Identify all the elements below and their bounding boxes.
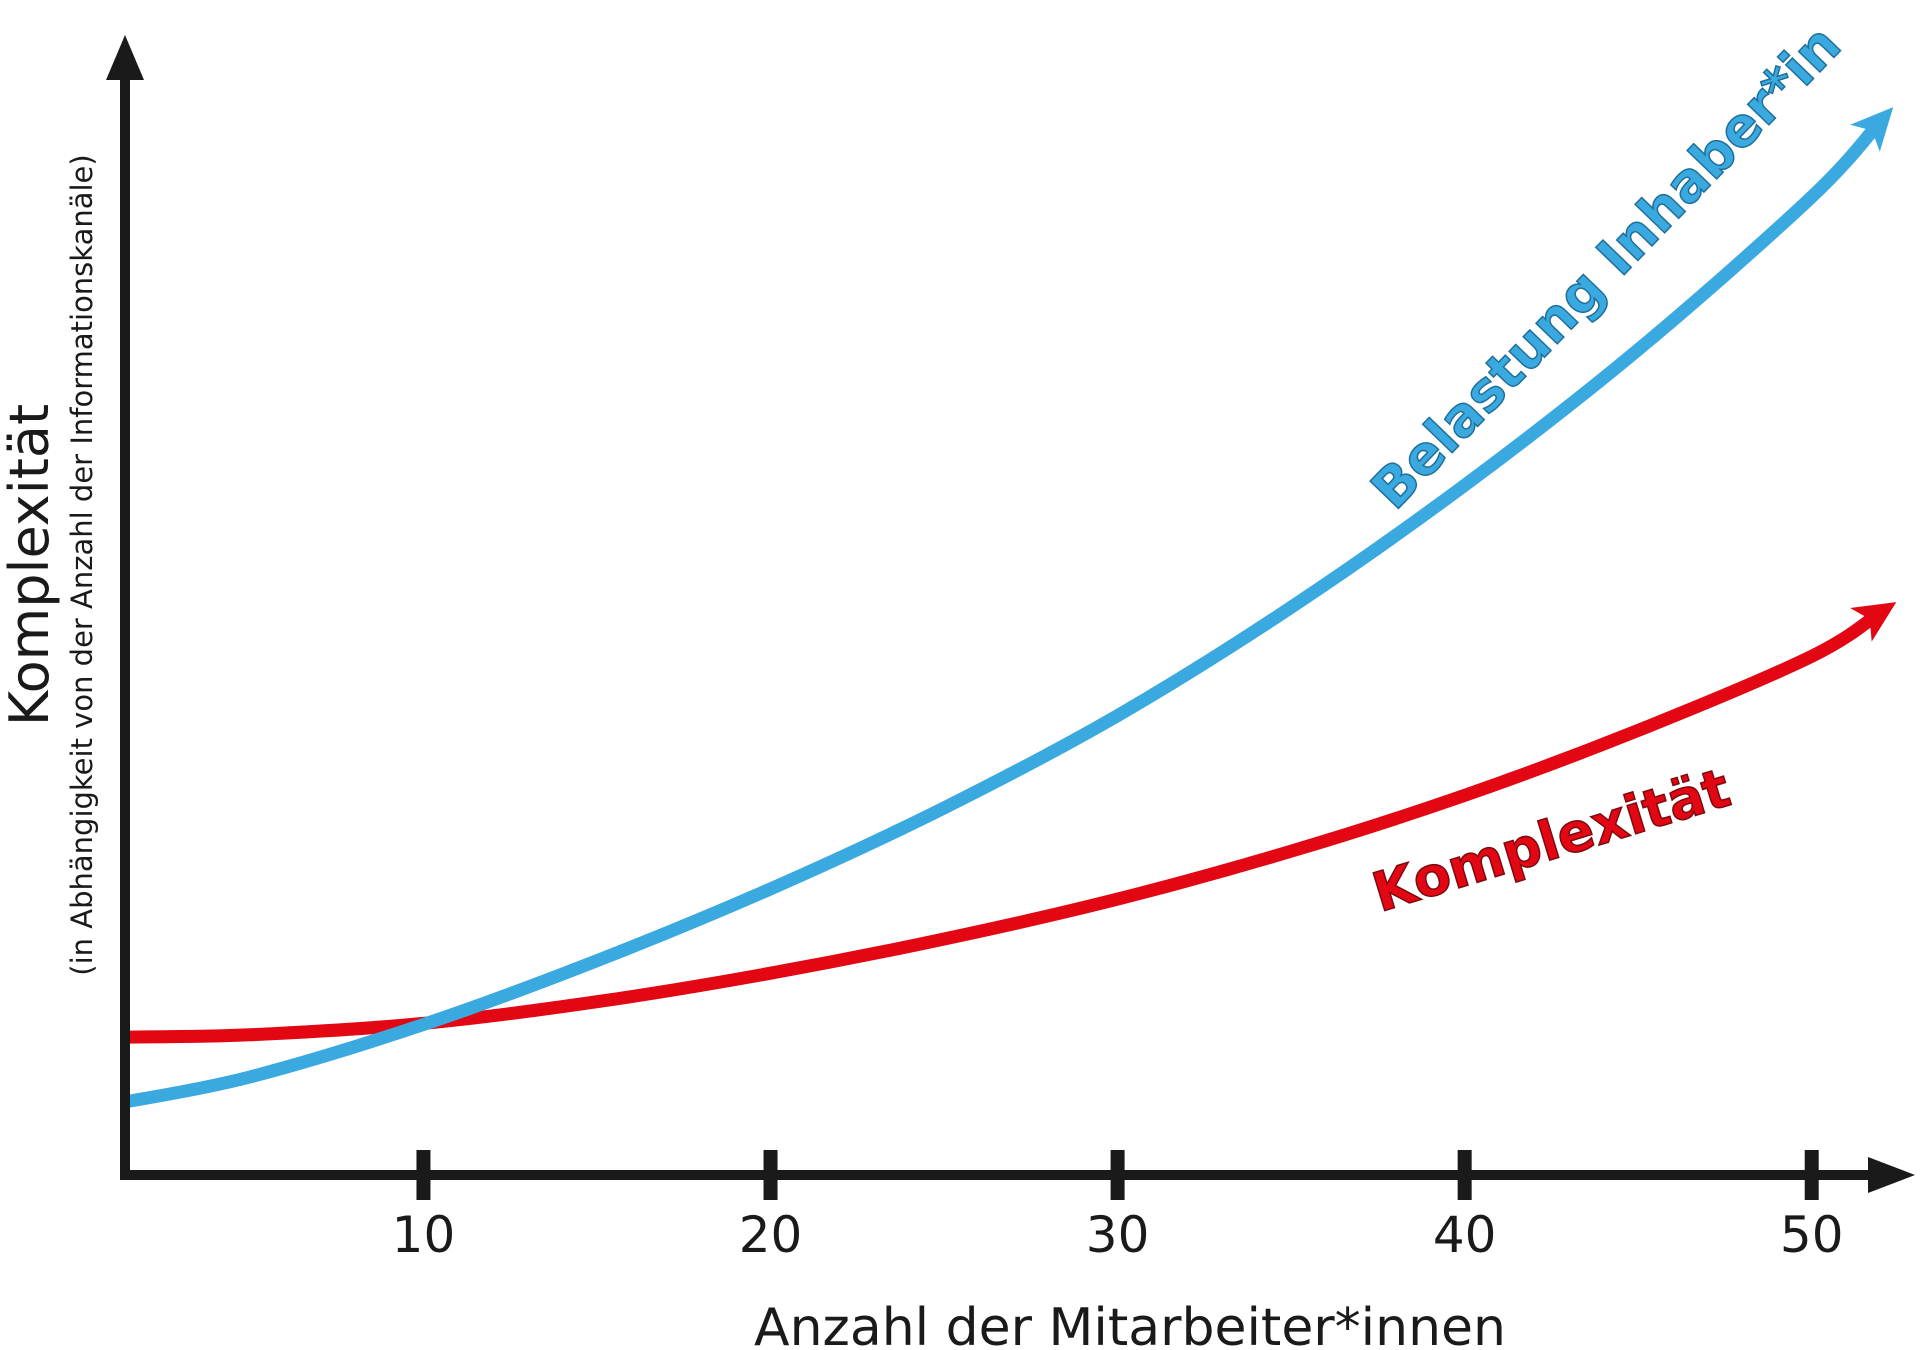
x-axis-title: Anzahl der Mitarbeiter*innen: [754, 1298, 1506, 1350]
x-axis-arrow-icon: [1868, 1157, 1915, 1193]
series-label-belastung: Belastung Inhaber*in: [1359, 13, 1853, 521]
x-tick-label: 20: [739, 1206, 803, 1264]
y-axis-title: Komplexität: [0, 404, 61, 726]
series-arrowhead-icon: [1850, 107, 1894, 152]
series-layer: [123, 107, 1897, 1109]
x-tick-label: 30: [1086, 1206, 1150, 1264]
x-tick-label: 40: [1433, 1206, 1497, 1264]
series-line-0: [123, 116, 1886, 1109]
series-arrowhead-icon: [1850, 602, 1897, 642]
x-tick-label: 50: [1780, 1206, 1844, 1264]
x-tick-label: 10: [392, 1206, 456, 1264]
axes: [106, 35, 1915, 1193]
series-label-komplexitaet: Komplexität: [1365, 756, 1737, 924]
y-axis-arrow-icon: [106, 35, 144, 80]
y-axis-subtitle: (in Abhängigkeit von der Anzahl der Info…: [65, 154, 99, 975]
x-ticks: 10 20 30 40 50: [392, 1150, 1844, 1264]
